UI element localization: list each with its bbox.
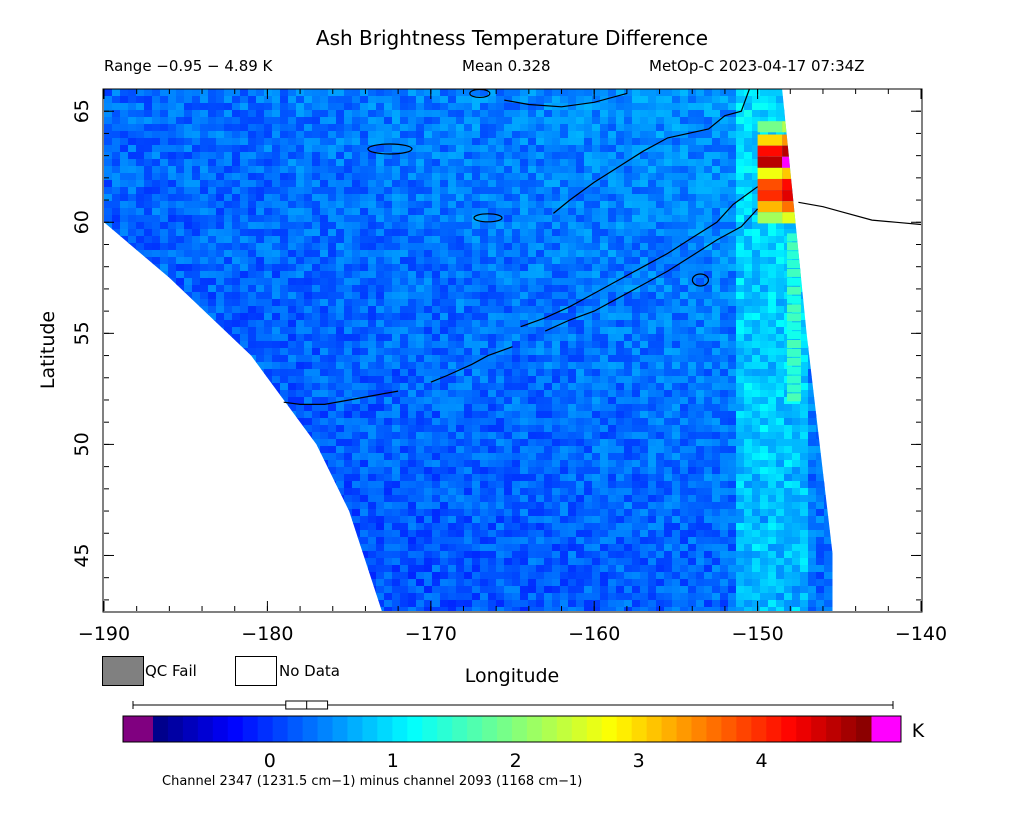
axes: −190 −180 −170 −160 −150 −140 45 50 55 60 65 [71, 88, 947, 645]
colorbar-tick-label: 4 [756, 750, 768, 772]
colorbar-segment [571, 716, 588, 742]
colorbar-segment [302, 716, 319, 742]
satellite-time-text: MetOp-C 2023-04-17 07:34Z [649, 57, 865, 75]
colorbar-segment [512, 716, 528, 742]
colorbar-segment [691, 716, 707, 742]
y-tick-label: 60 [71, 210, 93, 234]
colorbar-segment [811, 716, 827, 742]
colorbar-segment [197, 716, 214, 742]
colorbar-over [871, 716, 901, 742]
colorbar-segment [856, 716, 872, 742]
swath-heatmap [104, 89, 833, 611]
no-data-label: No Data [279, 662, 340, 680]
colorbar-segment [153, 716, 169, 742]
colorbar-segment [167, 716, 184, 742]
colorbar-segment [437, 716, 453, 742]
colorbar: 0 1 2 3 4 K [122, 715, 925, 772]
colorbar-segment [287, 716, 304, 742]
colorbar-segment [556, 716, 573, 742]
y-axis-label: Latitude [37, 311, 59, 389]
colorbar-segment [482, 716, 498, 742]
chart-title: Ash Brightness Temperature Difference [315, 26, 709, 50]
colorbar-tick-label: 1 [387, 750, 399, 772]
colorbar-segment [676, 716, 692, 742]
range-text: Range −0.95 − 4.89 K [104, 57, 273, 75]
colorbar-segment [452, 716, 468, 742]
colorbar-segment [751, 716, 767, 742]
x-tick-label: −180 [241, 623, 293, 645]
colorbar-segment [332, 716, 348, 742]
qc-fail-label: QC Fail [145, 662, 197, 680]
colorbar-unit: K [912, 720, 925, 742]
y-axis-label-text: Latitude [37, 311, 59, 389]
colorbar-segment [826, 716, 842, 742]
colorbar-segment [616, 716, 633, 742]
colorbar-segment [362, 716, 378, 742]
colorbar-segment [422, 716, 438, 742]
colorbar-tick-label: 0 [264, 750, 276, 772]
colorbar-segment [661, 716, 678, 742]
y-tick-label: 45 [71, 543, 93, 567]
no-data-swatch [235, 656, 277, 686]
colorbar-segment [257, 716, 274, 742]
x-axis-label: Longitude [464, 665, 560, 687]
colorbar-segment [736, 716, 752, 742]
colorbar-segment [272, 716, 289, 742]
qc-fail-swatch [102, 656, 144, 686]
x-tick-label: −150 [732, 623, 784, 645]
colorbar-tick-label: 3 [633, 750, 645, 772]
colorbar-segment [586, 716, 603, 742]
y-tick-label: 50 [71, 432, 93, 456]
colorbar-segment [781, 716, 797, 742]
x-tick-label: −170 [405, 623, 457, 645]
colorbar-segment [467, 716, 483, 742]
colorbar-tick-label: 2 [510, 750, 522, 772]
value-boxplot [132, 700, 894, 710]
colorbar-segment [601, 716, 618, 742]
colorbar-frame [122, 715, 902, 743]
colorbar-segment [541, 716, 558, 742]
colorbar-under [123, 716, 153, 742]
colorbar-segment [706, 716, 722, 742]
x-tick-label: −140 [895, 623, 947, 645]
x-tick-label: −190 [78, 623, 130, 645]
plot-frame [102, 88, 923, 613]
colorbar-segment [182, 716, 199, 742]
colorbar-segment [841, 716, 857, 742]
colorbar-segment [407, 716, 423, 742]
x-tick-label: −160 [568, 623, 620, 645]
colorbar-segment [796, 716, 812, 742]
colorbar-segment [766, 716, 782, 742]
colorbar-segment [646, 716, 663, 742]
mean-text: Mean 0.328 [462, 57, 551, 75]
colorbar-segment [377, 716, 393, 742]
colorbar-segment [212, 716, 229, 742]
colorbar-segment [721, 716, 737, 742]
colorbar-caption: Channel 2347 (1231.5 cm−1) minus channel… [162, 774, 583, 789]
y-tick-label: 55 [71, 321, 93, 345]
colorbar-segment [526, 716, 543, 742]
colorbar-segment [631, 716, 648, 742]
colorbar-segment [347, 716, 363, 742]
colorbar-segment [392, 716, 408, 742]
y-tick-label: 65 [71, 99, 93, 123]
colorbar-segment [227, 716, 244, 742]
colorbar-segment [317, 716, 333, 742]
colorbar-segment [242, 716, 259, 742]
colorbar-segment [497, 716, 513, 742]
